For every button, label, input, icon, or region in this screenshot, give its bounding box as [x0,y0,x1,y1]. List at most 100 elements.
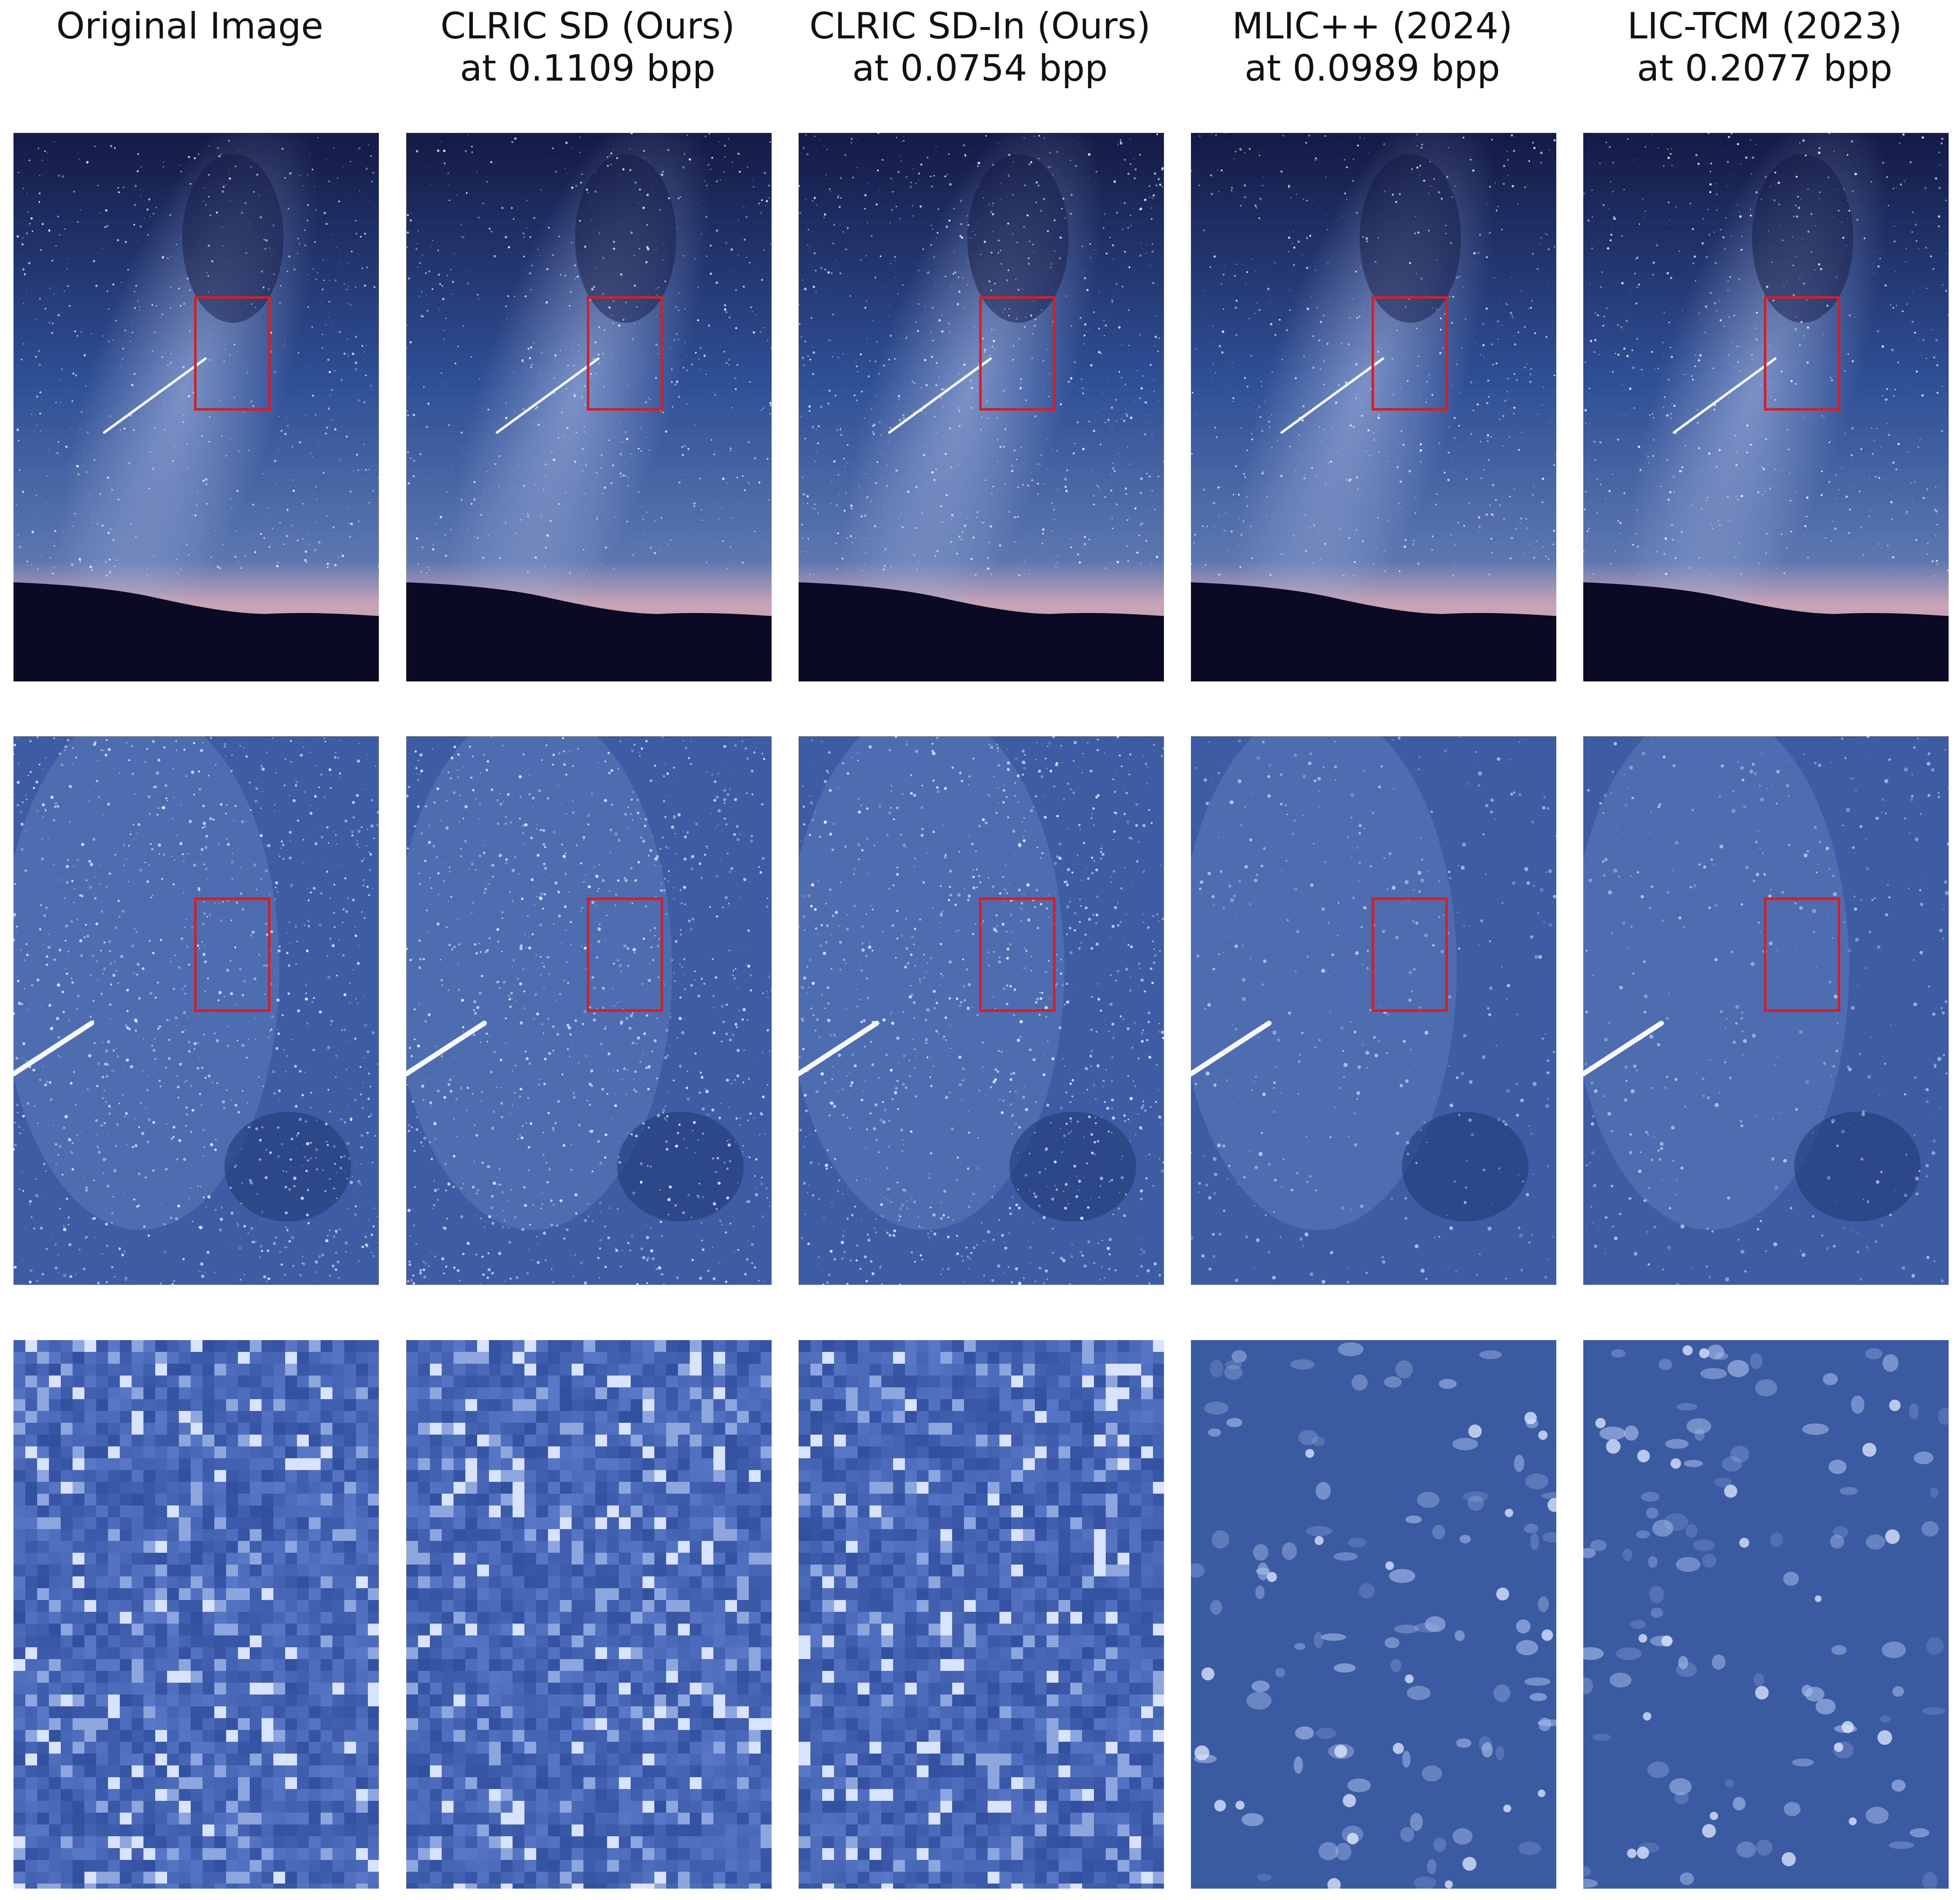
pixel-grid [799,1340,1164,1889]
column-bpp: at 0.0754 bpp [852,47,1108,89]
panel-zoom-level-1-clric-sd-in [799,736,1164,1285]
column-header-mlic: MLIC++ (2024) at 0.0989 bpp [1170,5,1575,89]
meteor-streak [406,1021,487,1076]
crop-box [587,897,663,1012]
meteor-streak [1280,357,1384,434]
crop-box [1371,897,1448,1012]
panel-zoom-level-2-clric-sd [406,1340,772,1889]
meteor-streak [799,1021,879,1076]
panel-image [1191,736,1556,1285]
dark-cloud [617,1112,744,1222]
panel-image [1191,1340,1556,1889]
star-field [1583,133,1949,577]
nebula-glow [1191,736,1457,1230]
milky-way-band [1232,133,1496,677]
panel-image [1583,1340,1949,1889]
star-field [1191,736,1556,1284]
milky-way-band [54,133,319,677]
crop-box [587,296,663,411]
dark-nebula [1360,154,1461,323]
meteor-streak [1673,357,1776,434]
nebula-glow [1583,736,1849,1230]
dark-nebula [182,154,283,323]
star-field [799,736,1164,1285]
panel-image [13,133,379,681]
dark-cloud [1010,1112,1136,1222]
mountain-silhouette [13,582,379,681]
nebula-glow [406,736,672,1230]
panel-image [1583,133,1949,681]
panel-full-view-clric-sd [406,133,772,681]
pixel-grid [406,1340,772,1889]
panel-image [799,133,1164,681]
crop-box [1764,897,1840,1012]
crop-box [979,897,1056,1012]
zoom-background [1583,1340,1949,1889]
panel-zoom-level-1-lic-tcm [1583,736,1949,1285]
column-bpp: at 0.0989 bpp [1245,47,1500,89]
panel-image [13,736,379,1285]
panel-full-view-clric-sd-in [799,133,1164,681]
blurred-stars [1583,1344,1949,1889]
column-bpp: at 0.1109 bpp [460,47,715,89]
dark-nebula [967,154,1069,323]
milky-way-band [1624,133,1888,677]
column-header-clric-sd-in: CLRIC SD-In (Ours) at 0.0754 bpp [778,5,1182,89]
panel-image [1583,736,1949,1285]
nebula-glow [799,736,1064,1230]
milky-way-band [447,133,711,677]
nebula-glow [13,736,279,1230]
star-field [16,137,379,577]
meteor-streak [1191,1021,1272,1076]
crop-box [1764,296,1840,411]
column-title: Original Image [56,5,324,47]
meteor-streak [103,357,207,434]
panel-zoom-level-2-lic-tcm [1583,1340,1949,1889]
panel-full-view-lic-tcm [1583,133,1949,681]
panel-full-view-original [13,133,379,681]
panel-full-view-mlic [1191,133,1556,681]
mountain-silhouette [1583,582,1949,681]
mountain-silhouette [406,582,772,681]
dark-cloud [1402,1112,1528,1222]
meteor-streak [888,357,992,434]
mountain-silhouette [1191,582,1556,681]
panel-image [799,1340,1164,1889]
dark-nebula [1752,154,1853,323]
star-field [799,133,1164,576]
panel-zoom-level-1-clric-sd [406,736,772,1285]
meteor-streak [13,1021,94,1076]
crop-box [194,296,270,411]
meteor-streak [1583,1021,1664,1076]
column-header-lic-tcm: LIC-TCM (2023) at 0.2077 bpp [1562,5,1960,89]
star-field [406,133,772,574]
panel-image [406,1340,772,1889]
meteor-streak [496,357,599,434]
crop-box [1371,296,1448,411]
zoom-background [1191,1340,1556,1889]
dark-nebula [575,154,676,323]
panel-zoom-level-2-clric-sd-in [799,1340,1164,1889]
crop-box [979,296,1056,411]
pixel-grid [13,1340,379,1889]
panel-image [799,736,1164,1285]
crop-box [194,897,270,1012]
column-title: CLRIC SD (Ours) [440,5,735,47]
column-header-clric-sd: CLRIC SD (Ours) at 0.1109 bpp [385,5,790,89]
column-title: LIC-TCM (2023) [1627,5,1902,47]
star-field [1584,736,1949,1285]
blurred-stars [1191,1342,1556,1889]
dark-cloud [1794,1112,1921,1222]
panel-zoom-level-2-mlic [1191,1340,1556,1889]
panel-zoom-level-1-mlic [1191,736,1556,1285]
column-header-original: Original Image [0,5,392,47]
column-title: CLRIC SD-In (Ours) [809,5,1151,47]
star-field [13,736,379,1285]
dark-cloud [224,1112,351,1222]
milky-way-band [840,133,1104,677]
mountain-silhouette [799,582,1164,681]
star-field [406,736,772,1285]
panel-image [1191,133,1556,681]
panel-zoom-level-2-original [13,1340,379,1889]
